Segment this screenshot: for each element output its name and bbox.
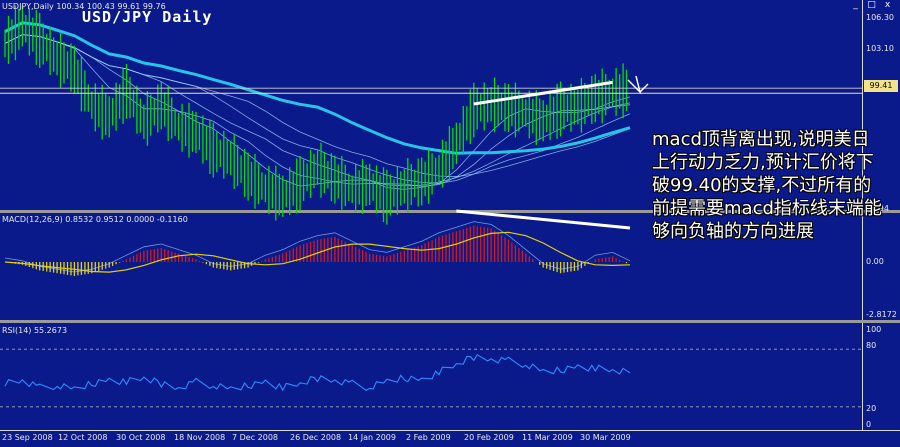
date-tick: 14 Jan 2009 xyxy=(348,433,396,442)
date-tick: 26 Dec 2008 xyxy=(290,433,342,442)
macd-trend-line xyxy=(456,209,631,230)
rsi-axis xyxy=(862,323,900,430)
price-trend-line xyxy=(473,80,613,106)
date-tick: 20 Feb 2009 xyxy=(464,433,514,442)
symbol-header: USDJPY,Daily 100.34 100.43 99.61 99.76 xyxy=(2,2,166,11)
date-tick: 7 Dec 2008 xyxy=(232,433,279,442)
macd-signal-line xyxy=(4,231,631,273)
minimize-button[interactable]: _ xyxy=(853,0,858,10)
macd-pane[interactable] xyxy=(0,213,862,320)
rsi-label: RSI(14) 55.2673 xyxy=(2,326,68,335)
pane-separator[interactable] xyxy=(0,320,900,323)
rsi-tick: 20 xyxy=(866,404,877,413)
ma-long-line xyxy=(4,21,631,155)
date-tick: 18 Nov 2008 xyxy=(174,433,226,442)
price-tick: 103.10 xyxy=(866,44,894,53)
analysis-annotation: macd顶背离出现,说明美日上行动力乏力,预计汇价将下破99.40的支撑,不过所… xyxy=(652,129,882,242)
date-tick: 11 Mar 2009 xyxy=(522,433,573,442)
macd-label: MACD(12,26,9) 0.8532 0.9512 0.0000 -0.11… xyxy=(2,215,188,224)
date-tick: 2 Feb 2009 xyxy=(406,433,451,442)
rsi-pane[interactable] xyxy=(0,323,862,430)
macd-axis xyxy=(862,213,900,320)
price-tick: 93.94 xyxy=(866,204,889,213)
rsi-tick: 0 xyxy=(866,420,872,429)
price-axis xyxy=(862,0,900,210)
close-button[interactable]: x xyxy=(884,0,891,10)
rsi-line xyxy=(4,353,631,392)
macd-tick: 0.00 xyxy=(866,257,884,266)
pane-separator[interactable] xyxy=(0,210,900,213)
time-axis xyxy=(0,430,900,447)
rsi-tick: 100 xyxy=(866,325,882,334)
current-price-badge: 99.41 xyxy=(864,80,898,92)
ma-line xyxy=(4,34,631,178)
down-arrow-icon xyxy=(627,75,649,95)
date-tick: 23 Sep 2008 xyxy=(2,433,53,442)
chart-title: USD/JPY Daily xyxy=(82,8,213,26)
macd-line xyxy=(4,221,631,273)
macd-tick: -2.8172 xyxy=(866,310,897,319)
date-tick: 30 Mar 2009 xyxy=(580,433,631,442)
date-tick: 12 Oct 2008 xyxy=(58,433,108,442)
maximize-button[interactable]: □ xyxy=(867,0,876,10)
date-tick: 30 Oct 2008 xyxy=(116,433,166,442)
price-tick: 106.30 xyxy=(866,13,894,22)
rsi-tick: 80 xyxy=(866,341,877,350)
